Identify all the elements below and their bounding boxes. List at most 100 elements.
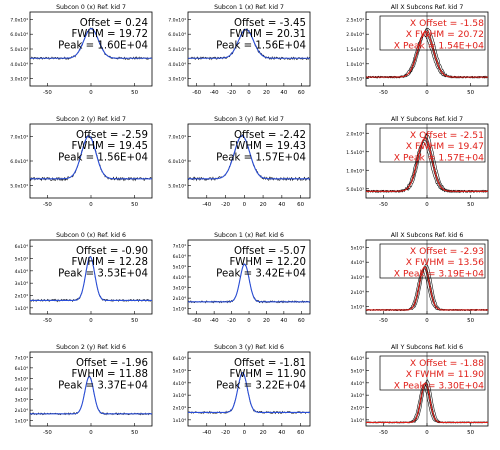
- gaussian-fit-line: [30, 376, 152, 415]
- y-tick-label: 5x10⁴: [173, 264, 186, 270]
- x-tick-label: -50: [43, 202, 52, 208]
- y-tick-label: 4x10⁴: [173, 275, 186, 281]
- y-tick-label: 6.0x10⁴: [10, 32, 28, 38]
- y-tick-label: 6x10⁴: [15, 366, 28, 372]
- y-tick-label: 3.0x10⁴: [168, 77, 186, 83]
- annotation-line: X Offset = -1.88: [410, 358, 484, 369]
- plot-panel-2: All X Subcons Ref. kid 7 5.0x10³ 1.0x10⁴ 1.…: [346, 4, 489, 96]
- x-tick-label: -50: [379, 318, 388, 324]
- x-tick-label: 0: [243, 202, 247, 208]
- annotation-box: [379, 127, 486, 163]
- x-tick-label: 0: [243, 430, 247, 436]
- plot-panel-5: All Y Subcons Ref. kid 7 5.0x10³ 1.0x10⁴ 1.…: [346, 116, 489, 208]
- x-tick-label: 20: [263, 90, 270, 96]
- annotation-line: FWHM = 19.45: [71, 141, 148, 152]
- y-tick-label: 7x10⁴: [15, 355, 28, 361]
- gaussian-fit-line: [188, 263, 310, 303]
- y-tick-label: 1x10⁴: [351, 305, 364, 311]
- plot-panel-9: Subcon 2 (y) Ref. kid 6 1x10⁴ 2x10⁴ 3x10⁴ 4x…: [15, 344, 153, 436]
- annotation-line: Offset = -1.81: [234, 358, 306, 369]
- x-tick-label: 40: [278, 430, 285, 436]
- annotation-line: X FWHM = 20.72: [406, 29, 484, 40]
- y-tick-label: 4x10⁴: [173, 381, 186, 387]
- annotation-line: Peak = 3.53E+04: [58, 268, 148, 279]
- y-tick-label: 2x10⁴: [351, 406, 364, 412]
- x-tick-label: 60: [298, 318, 305, 324]
- y-tick-label: 4x10⁴: [351, 260, 364, 266]
- y-tick-label: 5.0x10⁴: [168, 47, 186, 53]
- x-tick-label: -20: [227, 90, 236, 96]
- panel-title: All X Subcons Ref. kid 7: [391, 4, 464, 11]
- y-tick-label: 6.0x10⁴: [10, 159, 28, 165]
- y-tick-label: 7x10⁴: [173, 243, 186, 249]
- annotation-line: X FWHM = 19.47: [406, 141, 484, 152]
- y-tick-label: 6x10⁴: [173, 254, 186, 260]
- y-tick-label: 4x10⁴: [15, 387, 28, 393]
- annotation-line: Peak = 3.37E+04: [58, 380, 148, 391]
- panel-title: Subcon 3 (y) Ref. kid 6: [214, 344, 284, 351]
- plot-panel-0: Subcon 0 (x) Ref. kid 7 3.0x10⁴ 4.0x10⁴ 5.0…: [10, 4, 153, 96]
- x-tick-label: -60: [192, 90, 201, 96]
- y-tick-label: 7.0x10⁴: [168, 17, 186, 23]
- y-tick-label: 3x10⁴: [351, 393, 364, 399]
- y-tick-label: 6x10⁴: [351, 356, 364, 362]
- x-tick-label: 0: [425, 202, 429, 208]
- x-tick-label: -50: [379, 202, 388, 208]
- y-tick-label: 1.5x10⁴: [346, 150, 364, 156]
- y-tick-label: 3x10⁴: [173, 393, 186, 399]
- x-tick-label: 60: [297, 202, 304, 208]
- annotation-line: Peak = 1.56E+04: [58, 152, 148, 163]
- y-tick-label: 5.0x10³: [346, 77, 364, 83]
- annotation-line: Peak = 3.42E+04: [216, 268, 306, 279]
- y-tick-label: 7.0x10⁴: [10, 17, 28, 23]
- x-tick-label: -60: [192, 318, 201, 324]
- y-tick-label: 2x10⁴: [15, 408, 28, 414]
- annotation-line: Offset = -1.96: [76, 358, 148, 369]
- y-tick-label: 5.0x10⁴: [10, 184, 28, 190]
- x-tick-label: 50: [467, 90, 474, 96]
- x-tick-label: 0: [247, 318, 251, 324]
- x-tick-label: 0: [89, 90, 93, 96]
- annotation-line: Offset = -5.07: [234, 246, 306, 257]
- gaussian-fit-line: [30, 28, 152, 59]
- y-tick-label: 2x10⁴: [15, 294, 28, 300]
- x-tick-label: 40: [280, 318, 287, 324]
- y-tick-label: 4x10⁴: [15, 269, 28, 275]
- annotation-line: X Offset = -2.93: [410, 246, 484, 257]
- x-tick-label: 60: [298, 90, 305, 96]
- annotation-line: Peak = 3.22E+04: [216, 380, 306, 391]
- y-tick-label: 1.0x10⁴: [346, 62, 364, 68]
- x-tick-label: 60: [297, 430, 304, 436]
- annotation-line: X Peak = 3.19E+04: [394, 268, 484, 279]
- y-tick-label: 3x10⁴: [15, 398, 28, 404]
- data-series: [366, 136, 488, 193]
- x-tick-label: 50: [467, 318, 474, 324]
- plot-panel-11: All Y Subcons Ref. kid 6 1x10⁴ 2x10⁴ 3x10⁴ 4…: [351, 344, 489, 436]
- x-tick-label: 40: [278, 202, 285, 208]
- y-tick-label: 1x10⁴: [351, 418, 364, 424]
- y-tick-label: 1x10⁴: [15, 419, 28, 425]
- x-tick-label: 50: [467, 430, 474, 436]
- x-tick-label: -20: [227, 318, 236, 324]
- y-tick-label: 5x10⁴: [15, 257, 28, 263]
- y-tick-label: 1x10⁴: [173, 418, 186, 424]
- x-tick-label: -40: [210, 318, 219, 324]
- y-tick-label: 6x10⁴: [15, 244, 28, 250]
- x-tick-label: 50: [467, 202, 474, 208]
- plot-frame: [187, 351, 311, 427]
- x-tick-label: -50: [43, 430, 52, 436]
- annotation-line: FWHM = 20.31: [229, 29, 306, 40]
- y-tick-label: 4x10⁴: [351, 381, 364, 387]
- x-tick-label: 0: [425, 90, 429, 96]
- x-tick-label: 50: [131, 90, 138, 96]
- y-tick-label: 1x10⁴: [173, 307, 186, 313]
- y-tick-label: 4.0x10⁴: [10, 62, 28, 68]
- annotation-box: [379, 243, 486, 279]
- panel-title: Subcon 0 (x) Ref. kid 7: [56, 4, 126, 11]
- panel-title: Subcon 2 (y) Ref. kid 6: [56, 344, 126, 351]
- plot-panel-3: Subcon 2 (y) Ref. kid 7 5.0x10⁴ 6.0x10⁴ 7.0…: [10, 116, 153, 208]
- x-tick-label: -40: [210, 90, 219, 96]
- x-tick-label: -50: [43, 90, 52, 96]
- x-tick-label: 50: [131, 430, 138, 436]
